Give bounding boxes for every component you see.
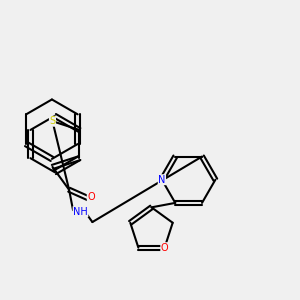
Text: O: O: [161, 243, 168, 253]
Text: NH: NH: [73, 207, 88, 217]
Text: O: O: [87, 192, 95, 202]
Text: S: S: [50, 116, 56, 126]
Text: N: N: [158, 175, 166, 185]
